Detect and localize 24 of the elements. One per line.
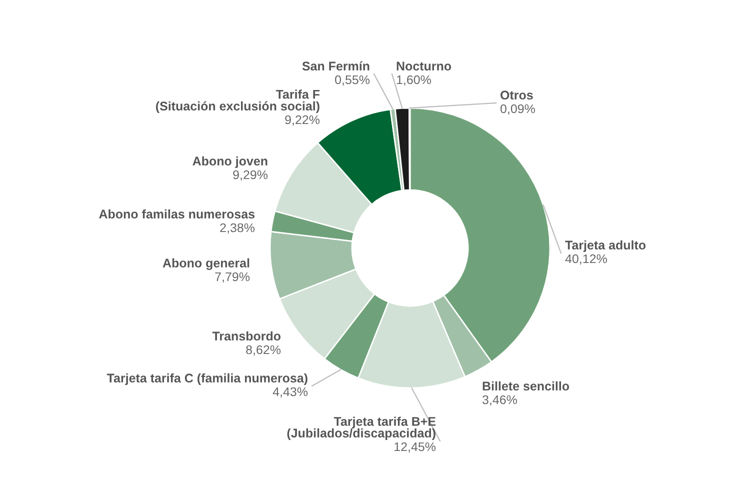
slice-label: Abono general [162,258,250,270]
slice-label: Abono familas numerosas [99,209,254,219]
data-label: 0,09% [500,104,535,115]
data-label: 0,55% [335,75,370,86]
slice-label: Tarjeta tarifa B+E (Jubilados/discapacidad) [287,416,436,440]
slice-label: Transbordo [212,331,281,341]
data-label: 7,79% [215,272,250,283]
data-label: 40,12% [565,254,607,265]
data-label: 2,38% [220,223,255,234]
slice-label: San Fermín [302,61,370,71]
slice-label: Otros [500,90,533,100]
data-label: 9,29% [233,170,268,181]
data-label: 3,46% [482,395,517,406]
data-label: 8,62% [246,345,281,356]
slice-label: Abono joven [192,156,268,168]
slice-label: Tarjeta adulto [565,240,646,252]
data-label: 4,43% [272,387,308,398]
slice-label: Tarjeta tarifa C (familia numerosa) [106,373,308,385]
data-label: 9,22% [285,115,320,126]
slice-label: Nocturno [396,62,452,71]
slice-label: Billete sencillo [482,381,570,391]
data-label: 1,60% [396,75,431,86]
data-label: 12,45% [394,442,436,453]
slice-label: Tarifa F (Situación exclusión social) [156,90,320,113]
